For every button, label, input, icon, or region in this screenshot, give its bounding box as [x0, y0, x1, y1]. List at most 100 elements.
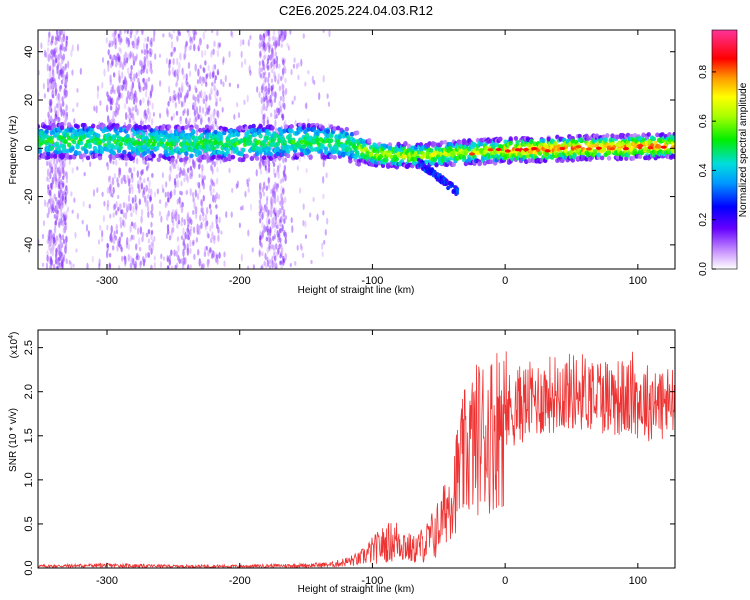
spectrogram-speckle [144, 90, 148, 98]
spectrogram-speckle [140, 117, 143, 125]
spectrogram-speckle [213, 40, 216, 48]
spectrogram-speckle [55, 215, 59, 220]
spectrogram-speckle [266, 65, 270, 71]
spectrogram-speckle [261, 211, 264, 221]
spectrogram-speckle [271, 68, 274, 74]
spectrogram-speckle [151, 239, 155, 247]
spectrogram-speckle [146, 194, 150, 199]
spectrogram-speckle [119, 84, 122, 91]
spectrogram-speckle [278, 85, 282, 92]
spectrogram-ridge-cell [59, 152, 65, 158]
spectrogram-speckle [136, 227, 140, 235]
spectrogram-ridge-cell [299, 139, 305, 145]
spectrogram-speckle [302, 203, 305, 211]
spectrogram-speckle [101, 81, 104, 89]
spectrogram-speckle [111, 40, 114, 47]
spectrogram-speckle [177, 164, 180, 171]
spectrogram-speckle [124, 259, 127, 267]
spectrogram-speckle [132, 257, 135, 266]
spectrogram-speckle [57, 103, 61, 111]
spectrogram-speckle [126, 174, 129, 181]
spectrogram-speckle [133, 166, 136, 173]
spectrogram-speckle [185, 40, 188, 47]
spectrogram-speckle [182, 227, 185, 236]
spectrogram-speckle [45, 51, 48, 58]
spectrogram-ridge-cell [248, 139, 253, 145]
spectrogram-ridge-cell [113, 145, 118, 150]
spectrogram-speckle [209, 95, 212, 101]
spectrogram-speckle [265, 236, 269, 242]
spectrogram-speckle [48, 233, 51, 242]
spectrogram-ridge-cell [406, 143, 412, 149]
spectrogram-speckle [132, 54, 135, 62]
spectrogram-speckle [266, 260, 270, 267]
spectrogram-speckle [210, 179, 213, 186]
spectrogram-speckle [260, 243, 264, 249]
spectrogram-speckle [51, 63, 54, 71]
spectrogram-speckle [131, 186, 134, 195]
spectrogram-ridge-cell [266, 146, 272, 152]
spectrogram-speckle [208, 105, 211, 112]
spectrogram-ridge-cell [651, 136, 657, 142]
spectrogram-speckle [267, 183, 270, 190]
spectrogram-speckle [144, 199, 148, 208]
spectrogram-speckle [148, 244, 151, 251]
spectrogram-speckle [166, 265, 170, 269]
spectrogram-ridge-cell [161, 123, 167, 129]
spectrogram-speckle [192, 30, 195, 35]
spectrogram-speckle [186, 175, 190, 184]
spectrogram-speckle [139, 99, 142, 106]
spectrogram-speckle [59, 62, 63, 70]
spectrogram-speckle [145, 43, 149, 50]
snr-multiplier-base: (x10 [9, 338, 20, 358]
spectrogram-speckle [281, 73, 285, 80]
snr-y-tick-label: 0.0 [23, 560, 35, 575]
spectrogram-ridge-cell [617, 142, 622, 148]
spectrogram-speckle [178, 61, 181, 70]
spectrogram-speckle [292, 63, 296, 69]
spectrogram-speckle [193, 110, 197, 117]
spectrogram-speckle [192, 196, 195, 203]
spectrogram-speckle [128, 186, 131, 195]
spectrogram-speckle [145, 184, 148, 193]
spectrogram-speckle [47, 207, 51, 215]
spectrogram-speckle [158, 53, 162, 58]
spectrogram-speckle [307, 118, 310, 124]
spectrogram-speckle [137, 39, 140, 47]
spectrogram-speckle [125, 202, 128, 209]
spectrogram-speckle [190, 225, 193, 231]
spectrogram-speckle [150, 68, 153, 75]
spectrogram-speckle [137, 180, 140, 188]
spectrogram-speckle [64, 78, 68, 87]
spectrogram-ridge-cell [54, 131, 60, 137]
spectrogram-ridge-cell [437, 147, 443, 152]
spectrogram-speckle [213, 84, 216, 92]
spectrogram-speckle [54, 220, 58, 226]
spectrogram-speckle [107, 175, 111, 184]
spectrogram-ridge-cell [142, 150, 148, 156]
spectrogram-speckle [202, 216, 205, 223]
spectrogram-speckle [46, 161, 49, 166]
spectrogram-speckle [54, 36, 58, 42]
spectrogram-speckle [244, 58, 247, 65]
spectrogram-speckle [255, 169, 258, 177]
spectrogram-speckle [172, 112, 176, 120]
spectrogram-speckle [171, 97, 175, 104]
spectrogram-speckle [137, 186, 141, 194]
spectrogram-speckle [318, 92, 321, 101]
spectrogram-speckle [166, 224, 170, 231]
spectrogram-speckle [68, 260, 71, 265]
spectrogram-speckle [191, 191, 195, 198]
spectrogram-speckle [274, 255, 277, 262]
spectrogram-speckle [311, 75, 314, 84]
spectrogram-speckle [114, 30, 117, 35]
spectrogram-peak [504, 149, 511, 153]
spectrogram-speckle [115, 159, 118, 166]
spectrogram-speckle [120, 177, 123, 185]
spectrogram-ridge-cell [544, 151, 550, 157]
spectrogram-speckle [213, 161, 216, 168]
spectrogram-speckle [210, 166, 213, 171]
spectrogram-speckle [276, 37, 279, 43]
spectrogram-speckle [198, 75, 202, 84]
spectrogram-ridge-cell [487, 138, 493, 144]
